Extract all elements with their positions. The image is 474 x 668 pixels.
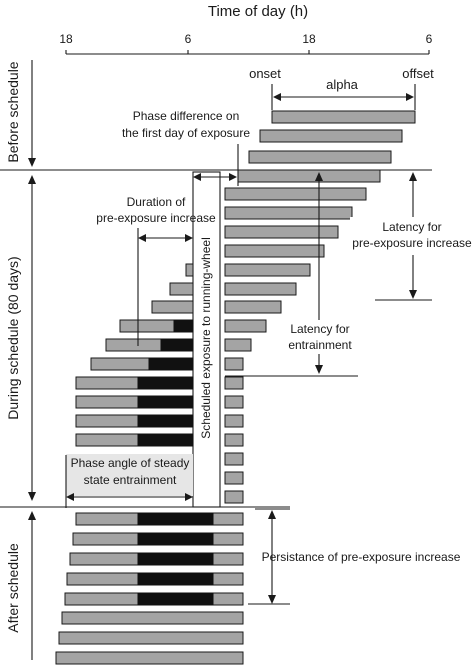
arrow-head bbox=[409, 290, 417, 299]
axis-tick-label: 6 bbox=[426, 32, 433, 46]
activity-bar bbox=[224, 206, 353, 220]
activity-bar bbox=[224, 357, 244, 371]
activity-bar bbox=[224, 490, 244, 504]
arrow-head bbox=[28, 158, 36, 167]
arrow-head bbox=[28, 175, 36, 184]
activity-bar bbox=[224, 452, 244, 466]
pre-exposure-bar bbox=[137, 572, 214, 586]
onset-label: onset bbox=[249, 66, 281, 81]
axis-title: Time of day (h) bbox=[208, 3, 308, 20]
latency-pre-label: pre-exposure increase bbox=[352, 236, 472, 250]
arrow-head bbox=[185, 493, 193, 501]
phase-label-before: Before schedule bbox=[5, 61, 21, 162]
scheduled-exposure-label: Scheduled exposure to running-wheel bbox=[199, 237, 213, 438]
scheduled-exposure-column bbox=[192, 171, 221, 508]
arrow-head bbox=[315, 172, 323, 181]
axis-tick-label: 18 bbox=[302, 32, 316, 46]
activity-bar bbox=[224, 187, 367, 201]
arrow-head bbox=[315, 365, 323, 374]
activity-bar bbox=[224, 338, 252, 352]
activity-bar bbox=[55, 651, 244, 665]
latency-pre-label: Latency for bbox=[382, 220, 441, 234]
activity-bar bbox=[224, 225, 339, 239]
pre-exposure-bar bbox=[137, 512, 214, 526]
phase-angle-label: Phase angle of steady bbox=[71, 456, 190, 470]
activity-bar bbox=[224, 376, 244, 390]
arrow-head bbox=[138, 234, 146, 242]
activity-bar bbox=[185, 263, 194, 277]
offset-label: offset bbox=[402, 66, 434, 81]
label-backdrop bbox=[283, 320, 357, 354]
activity-bar bbox=[224, 395, 244, 409]
duration-label: Duration of bbox=[127, 195, 186, 209]
axis-tick-label: 6 bbox=[185, 32, 192, 46]
activity-bar bbox=[151, 300, 194, 314]
phase-label-during: During schedule (80 days) bbox=[5, 256, 21, 419]
activity-bar bbox=[224, 300, 282, 314]
pre-exposure-bar bbox=[137, 433, 194, 447]
activity-bar bbox=[61, 611, 244, 625]
axis-tick-label: 18 bbox=[59, 32, 73, 46]
activity-bar bbox=[259, 129, 403, 143]
arrow-head bbox=[406, 93, 414, 101]
arrow-head bbox=[409, 172, 417, 181]
phase-angle-label: state entrainment bbox=[84, 473, 177, 487]
activity-bar bbox=[237, 169, 381, 183]
latency-entrainment-label: entrainment bbox=[288, 338, 352, 352]
arrow-head bbox=[229, 173, 237, 181]
pre-exposure-bar bbox=[137, 552, 214, 566]
alpha-label: alpha bbox=[326, 77, 359, 92]
phase-difference-label: the first day of exposure bbox=[122, 126, 250, 140]
activity-bar bbox=[58, 631, 244, 645]
activity-bar bbox=[248, 150, 392, 164]
pre-exposure-bar bbox=[137, 532, 214, 546]
pre-exposure-bar bbox=[137, 376, 194, 390]
label-backdrop bbox=[350, 217, 472, 255]
arrow-head bbox=[193, 173, 201, 181]
arrow-head bbox=[268, 510, 276, 519]
activity-bars bbox=[55, 110, 416, 665]
arrow-head bbox=[185, 234, 193, 242]
persistence-label: Persistance of pre-exposure increase bbox=[262, 550, 461, 564]
arrow-head bbox=[28, 511, 36, 520]
arrow-head bbox=[273, 93, 281, 101]
pre-exposure-bar bbox=[160, 338, 194, 352]
pre-exposure-bar bbox=[137, 592, 214, 606]
activity-bar bbox=[224, 433, 244, 447]
activity-bar bbox=[224, 282, 297, 296]
activity-bar bbox=[271, 110, 416, 124]
activity-bar bbox=[224, 244, 325, 258]
duration-label: pre-exposure increase bbox=[96, 211, 216, 225]
phase-label-after: After schedule bbox=[5, 543, 21, 633]
arrow-head bbox=[66, 493, 74, 501]
activity-bar bbox=[224, 414, 244, 428]
pre-exposure-bar bbox=[148, 357, 194, 371]
latency-entrainment-label: Latency for bbox=[290, 322, 349, 336]
pre-exposure-bar bbox=[137, 395, 194, 409]
activity-bar bbox=[224, 263, 311, 277]
pre-exposure-bar bbox=[173, 319, 194, 333]
activity-bar bbox=[224, 471, 244, 485]
phase-difference-label: Phase difference on bbox=[133, 109, 240, 123]
pre-exposure-bar bbox=[137, 414, 194, 428]
arrow-head bbox=[28, 492, 36, 501]
activity-bar bbox=[224, 319, 267, 333]
activity-bar bbox=[169, 282, 194, 296]
arrow-head bbox=[268, 595, 276, 604]
phase-angle-box bbox=[66, 454, 193, 496]
